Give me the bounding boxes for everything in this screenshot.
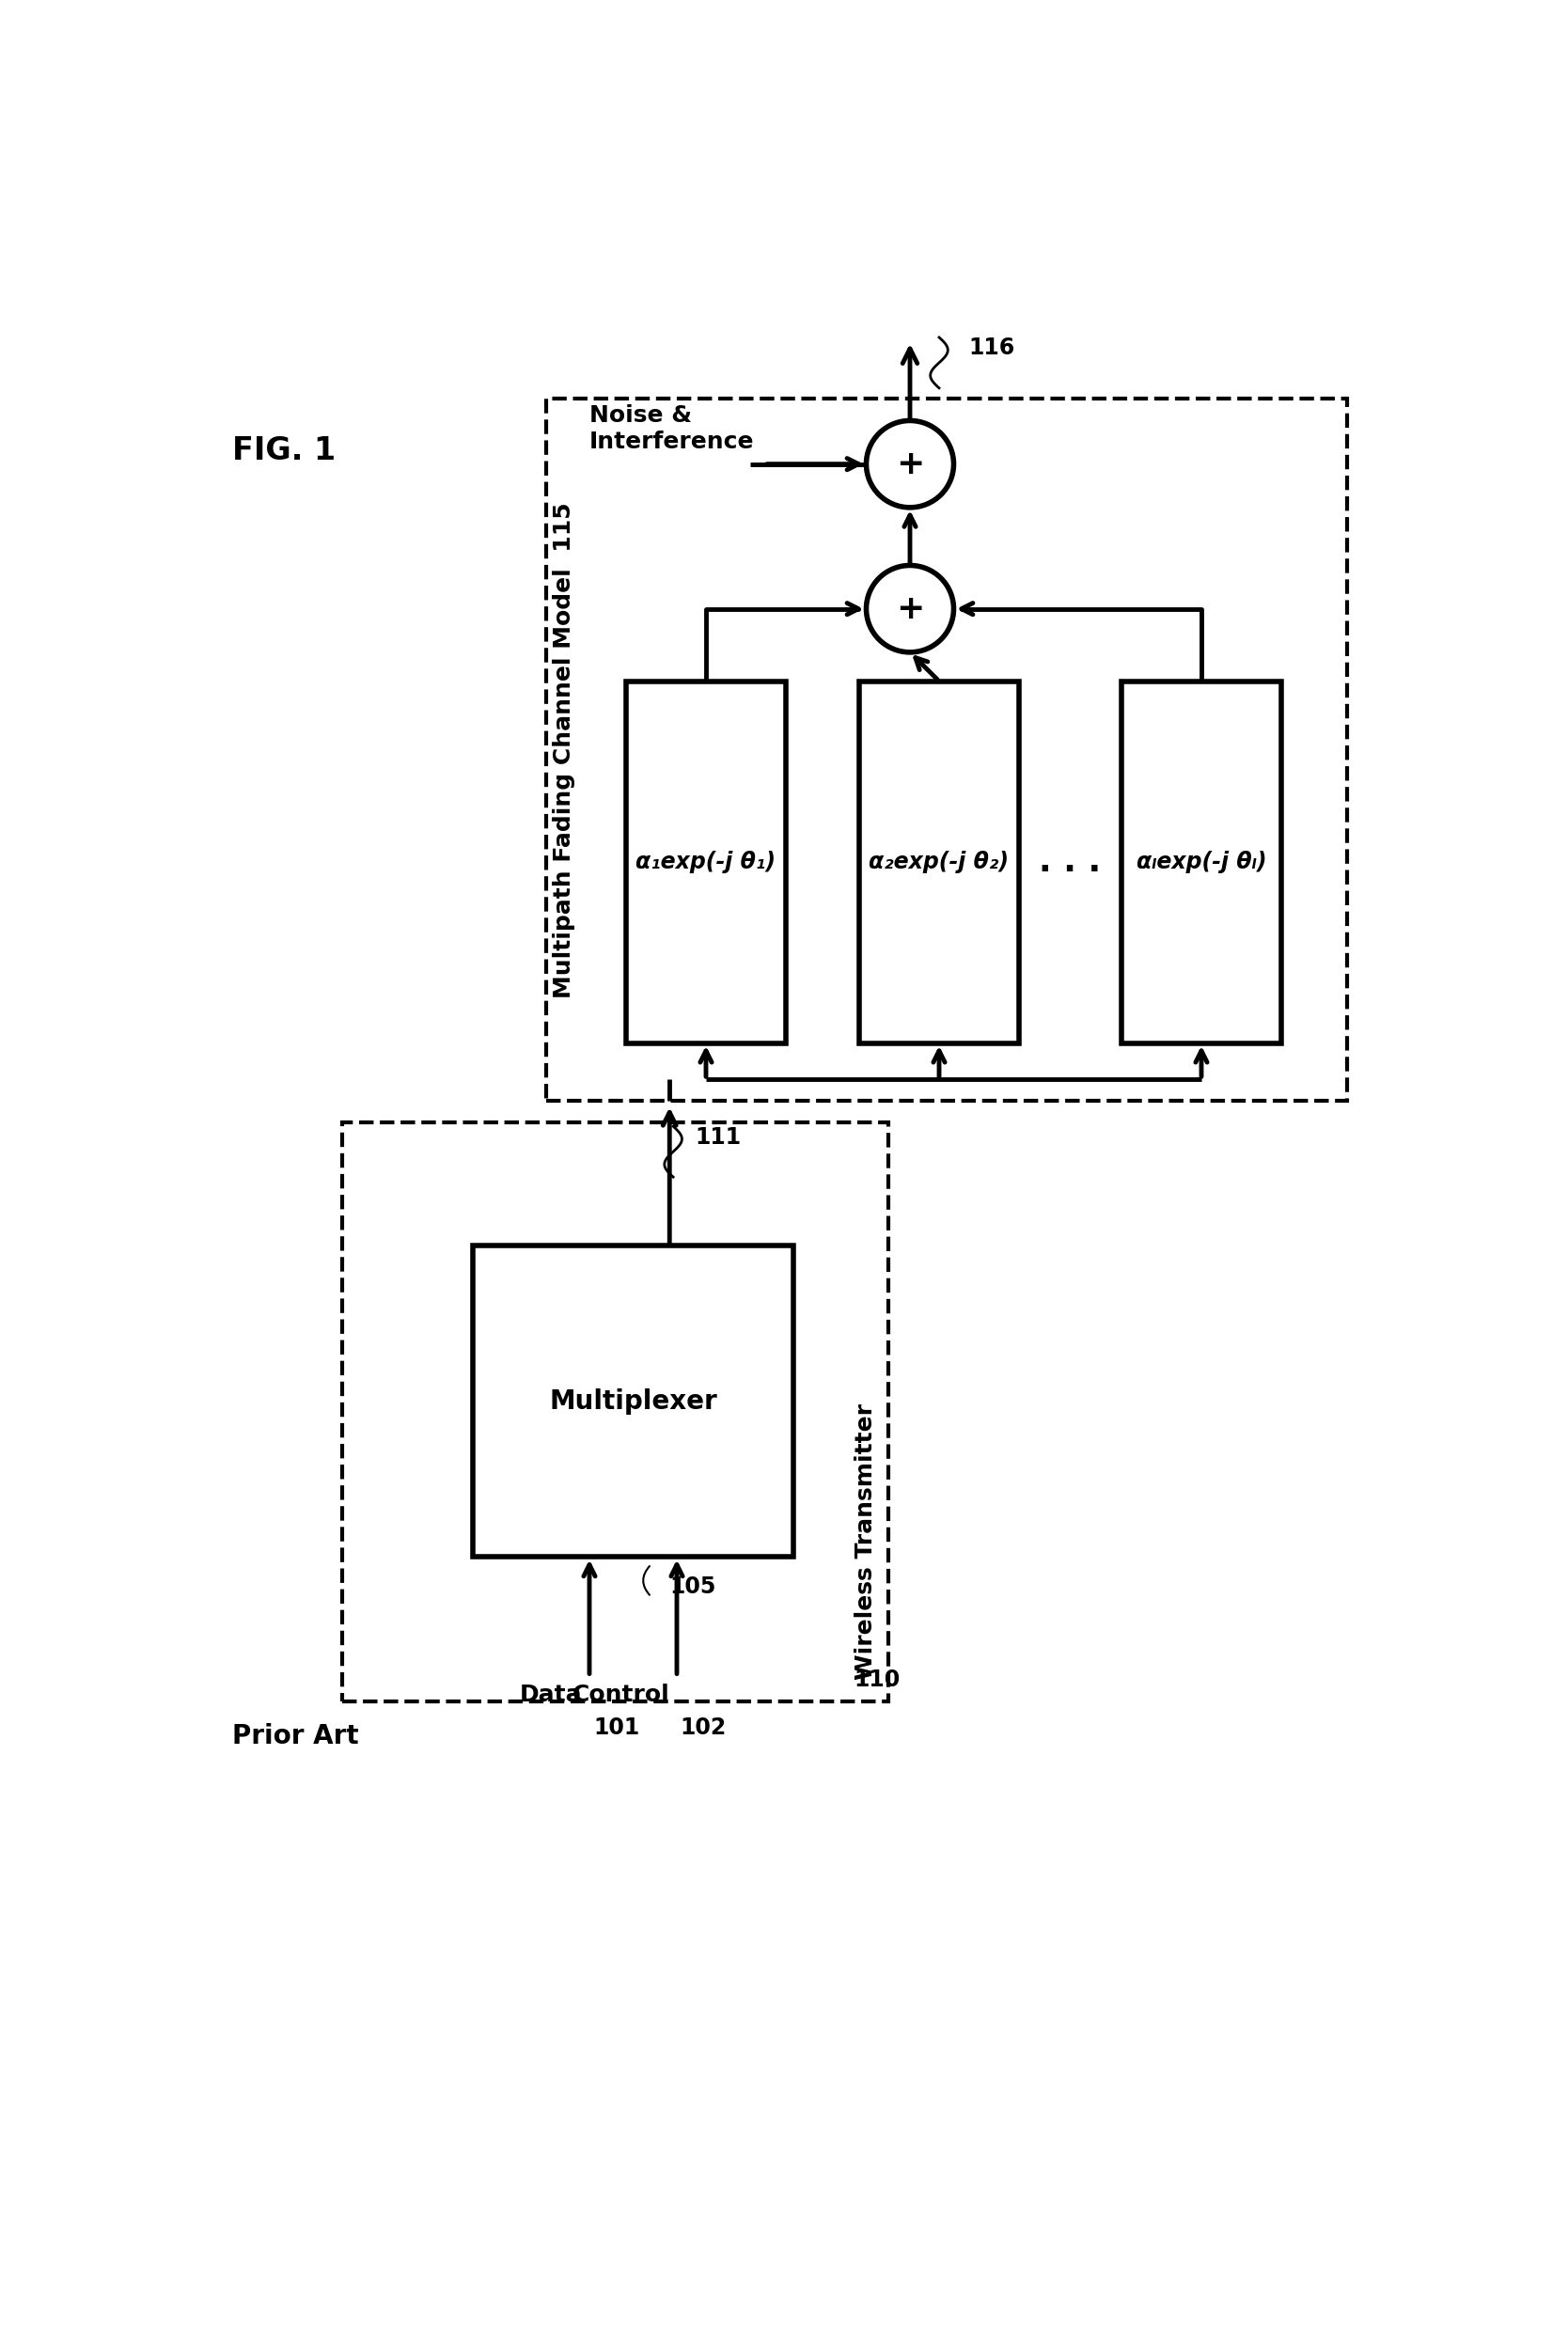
Text: . . .: . . . xyxy=(1040,845,1101,878)
Text: 111: 111 xyxy=(695,1125,742,1149)
Bar xyxy=(1121,682,1281,1044)
Text: Multiplexer: Multiplexer xyxy=(549,1389,717,1415)
Text: 110: 110 xyxy=(855,1667,900,1691)
Text: Noise &
Interference: Noise & Interference xyxy=(590,404,754,453)
Bar xyxy=(342,1123,887,1702)
Text: FIG. 1: FIG. 1 xyxy=(232,434,336,467)
Bar xyxy=(546,399,1347,1102)
Text: αₗexp(-j θₗ): αₗexp(-j θₗ) xyxy=(1137,850,1267,873)
Ellipse shape xyxy=(866,420,953,507)
Bar xyxy=(474,1247,793,1557)
Text: α₁exp(-j θ₁): α₁exp(-j θ₁) xyxy=(637,850,776,873)
Text: 105: 105 xyxy=(670,1576,717,1597)
Text: 101: 101 xyxy=(593,1716,640,1740)
Ellipse shape xyxy=(866,565,953,651)
Text: +: + xyxy=(895,448,924,481)
Text: Prior Art: Prior Art xyxy=(232,1723,359,1749)
Text: 102: 102 xyxy=(681,1716,728,1740)
Text: Wireless Transmitter: Wireless Transmitter xyxy=(855,1403,877,1681)
Text: Data: Data xyxy=(519,1684,582,1707)
Text: α₂exp(-j θ₂): α₂exp(-j θ₂) xyxy=(869,850,1010,873)
Text: Multipath Fading Channel Model  115: Multipath Fading Channel Model 115 xyxy=(552,502,575,997)
Text: Control: Control xyxy=(572,1684,670,1707)
Bar xyxy=(626,682,786,1044)
Text: 116: 116 xyxy=(969,336,1014,360)
Text: +: + xyxy=(895,593,924,626)
Bar xyxy=(859,682,1019,1044)
